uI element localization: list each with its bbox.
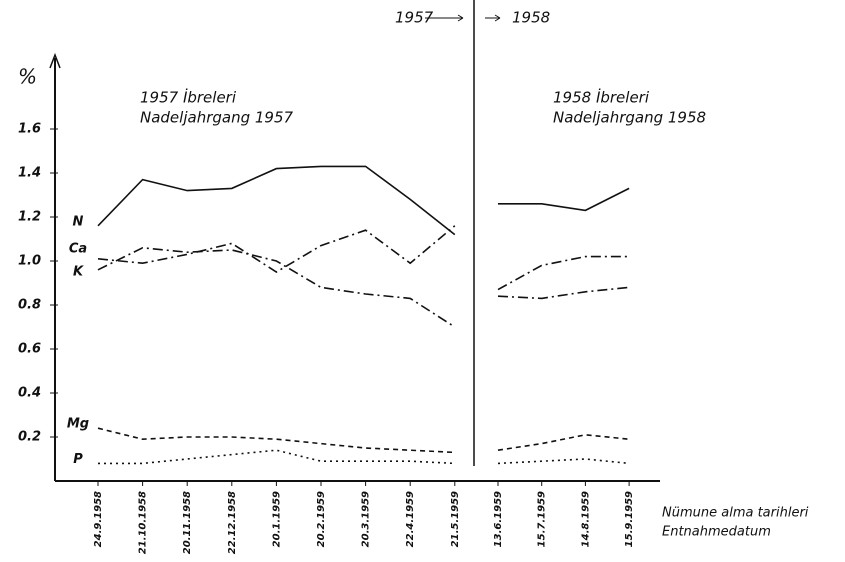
- series-line: [497, 458, 630, 465]
- y-axis-arrow: [49, 52, 61, 69]
- series-label: Ca: [69, 241, 87, 256]
- y-axis-label: %: [18, 65, 37, 89]
- series-label: Mg: [67, 417, 89, 432]
- series-line: [497, 286, 630, 300]
- x-tick-label: 20.2.1959: [316, 491, 327, 547]
- x-tick-label: 20.3.1959: [361, 491, 372, 547]
- x-tick-label: 24.9.1958: [93, 491, 104, 547]
- series-line: [498, 187, 630, 212]
- series-label: P: [73, 452, 83, 467]
- chart-title: 1957 İbreleri: [140, 88, 237, 107]
- chart-title: 1958 İbreleri: [553, 88, 650, 107]
- y-tick-label: 0.6: [18, 342, 41, 357]
- x-tick-label: 14.8.1959: [580, 491, 591, 547]
- x-tick-label: 20.11.1958: [182, 491, 193, 554]
- y-tick-label: 0.2: [18, 430, 41, 445]
- y-tick-label: 1.6: [18, 122, 41, 137]
- period-label: 1957: [395, 9, 434, 27]
- y-tick-label: 0.4: [18, 386, 41, 401]
- x-tick-label: 21.10.1958: [138, 491, 149, 554]
- x-tick-label: 15.7.1959: [537, 491, 548, 547]
- x-tick-label: 20.1.1959: [271, 491, 282, 547]
- chart-subtitle: Nadeljahrgang 1958: [553, 109, 706, 127]
- y-tick-label: 1.2: [18, 210, 41, 225]
- x-tick-label: 13.6.1959: [493, 491, 504, 547]
- series-label: K: [73, 264, 84, 279]
- x-tick-label: 15.9.1959: [624, 491, 635, 547]
- arrow-right: [485, 14, 501, 22]
- chart-subtitle: Nadeljahrgang 1957: [140, 109, 294, 127]
- x-axis-label: Entnahmedatum: [662, 525, 771, 540]
- series-line: [497, 255, 630, 291]
- series-label: N: [73, 214, 84, 229]
- series-line: [97, 427, 455, 454]
- x-tick-label: 22.12.1958: [227, 491, 238, 554]
- x-axis-label: Nümune alma tarihleri: [662, 506, 809, 521]
- y-tick-label: 1.0: [18, 254, 41, 269]
- series-line: [97, 246, 456, 328]
- x-tick-label: 21.5.1959: [450, 491, 461, 547]
- period-label: 1958: [512, 9, 550, 27]
- y-tick-label: 1.4: [18, 166, 41, 181]
- series-line: [497, 433, 630, 451]
- y-tick-label: 0.8: [18, 298, 41, 313]
- arrow-left: [425, 14, 464, 22]
- series-line: [98, 449, 455, 465]
- x-tick-label: 22.4.1959: [405, 491, 416, 547]
- series-line: [97, 225, 456, 273]
- series-line: [97, 165, 456, 236]
